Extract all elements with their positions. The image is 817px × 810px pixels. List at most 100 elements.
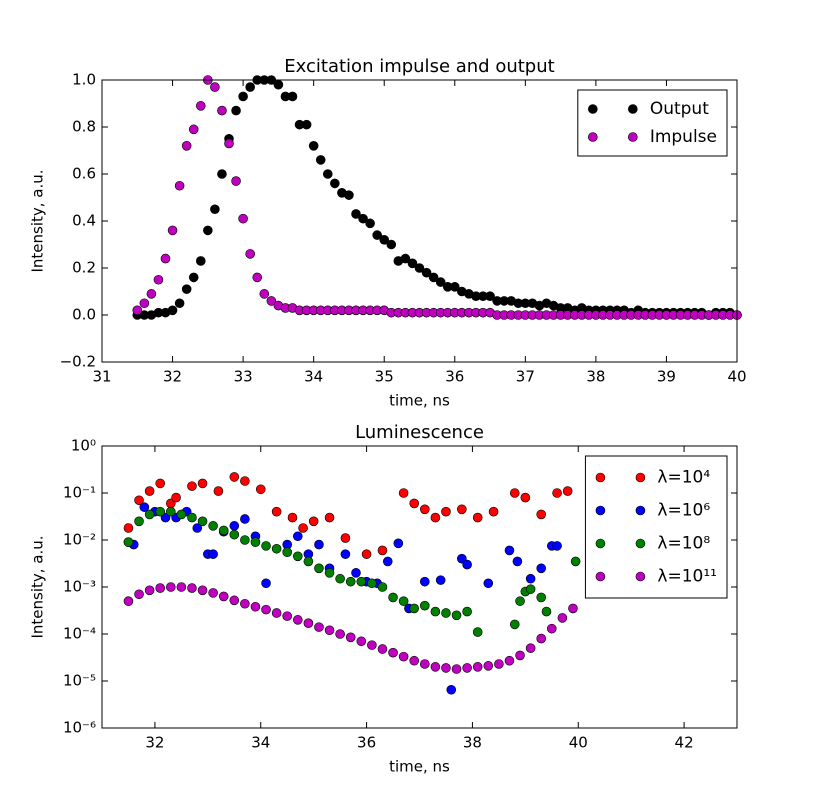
data-point bbox=[335, 573, 345, 584]
data-point bbox=[428, 272, 439, 283]
data-point bbox=[259, 289, 270, 299]
x-axis-label: time, ns bbox=[389, 392, 450, 410]
data-point bbox=[340, 533, 351, 543]
data-point bbox=[210, 82, 220, 92]
data-point bbox=[250, 601, 261, 612]
data-point bbox=[187, 583, 197, 593]
data-point bbox=[217, 169, 227, 179]
data-point bbox=[123, 537, 134, 547]
legend-marker bbox=[628, 132, 638, 142]
data-point bbox=[250, 537, 261, 547]
data-point bbox=[483, 661, 494, 671]
data-point bbox=[472, 627, 483, 637]
data-point bbox=[344, 190, 354, 200]
data-point bbox=[139, 502, 150, 512]
data-point bbox=[536, 509, 547, 520]
data-point bbox=[292, 551, 303, 562]
data-point bbox=[515, 650, 525, 661]
data-point bbox=[557, 613, 568, 623]
data-point bbox=[167, 225, 178, 236]
data-point bbox=[536, 592, 547, 603]
data-point bbox=[536, 633, 547, 644]
data-point bbox=[372, 230, 382, 240]
data-point bbox=[187, 481, 197, 491]
data-point bbox=[134, 516, 144, 527]
data-point bbox=[449, 281, 460, 292]
legend-label: λ=10¹¹ bbox=[657, 567, 717, 587]
data-point bbox=[485, 291, 495, 302]
legend-marker bbox=[595, 472, 606, 483]
data-point bbox=[388, 592, 398, 603]
data-point bbox=[388, 647, 398, 658]
data-point bbox=[400, 253, 411, 264]
data-point bbox=[271, 543, 282, 554]
data-point bbox=[377, 582, 388, 592]
data-point bbox=[430, 606, 441, 617]
data-point bbox=[195, 256, 206, 266]
x-tick-label: 34 bbox=[251, 734, 270, 752]
data-point bbox=[419, 659, 430, 669]
data-point bbox=[509, 488, 520, 498]
data-point bbox=[462, 663, 472, 673]
data-point bbox=[570, 556, 581, 567]
data-point bbox=[472, 512, 483, 523]
data-point bbox=[240, 535, 250, 545]
data-point bbox=[261, 604, 271, 615]
data-point bbox=[421, 267, 432, 278]
x-tick-label: 32 bbox=[145, 734, 164, 752]
data-point bbox=[446, 684, 457, 695]
data-point bbox=[340, 549, 351, 559]
data-point bbox=[171, 492, 181, 503]
legend-marker bbox=[588, 132, 598, 142]
legend-box bbox=[577, 89, 728, 157]
y-tick-label: 0.6 bbox=[72, 165, 96, 183]
x-tick-label: 39 bbox=[657, 368, 676, 386]
data-point bbox=[213, 486, 224, 496]
data-point bbox=[451, 664, 462, 674]
x-tick-label: 34 bbox=[304, 368, 323, 386]
axes-frame bbox=[101, 445, 738, 729]
data-point bbox=[292, 531, 303, 542]
data-point bbox=[351, 209, 361, 219]
data-point bbox=[155, 506, 166, 517]
data-point bbox=[541, 606, 552, 617]
data-point bbox=[367, 578, 377, 589]
data-point bbox=[345, 632, 356, 643]
x-tick-label: 38 bbox=[586, 368, 605, 386]
data-point bbox=[552, 541, 562, 551]
y-tick-label: 10⁻⁵ bbox=[63, 672, 96, 690]
data-point bbox=[160, 253, 171, 264]
data-point bbox=[398, 651, 409, 662]
y-tick-label: 10⁻³ bbox=[63, 578, 96, 596]
data-point bbox=[462, 606, 472, 617]
axes-frame bbox=[101, 79, 738, 363]
data-point bbox=[188, 272, 199, 283]
data-point bbox=[520, 492, 531, 503]
data-point bbox=[367, 640, 377, 650]
data-point bbox=[210, 204, 220, 215]
data-point bbox=[546, 623, 557, 634]
data-point bbox=[525, 573, 536, 584]
legend-marker bbox=[595, 505, 606, 516]
data-point bbox=[144, 486, 155, 496]
data-point bbox=[504, 655, 515, 666]
data-point bbox=[435, 575, 446, 585]
data-point bbox=[472, 662, 483, 672]
data-point bbox=[144, 509, 155, 520]
data-point bbox=[192, 523, 203, 533]
data-point bbox=[315, 155, 326, 165]
data-point bbox=[525, 643, 536, 653]
data-point bbox=[282, 547, 293, 558]
data-point bbox=[398, 488, 409, 498]
y-tick-label: 0.8 bbox=[72, 118, 96, 136]
data-point bbox=[176, 582, 187, 592]
data-point bbox=[398, 596, 409, 606]
data-point bbox=[134, 589, 144, 600]
legend-marker bbox=[595, 538, 606, 549]
data-point bbox=[252, 272, 263, 283]
data-point bbox=[292, 615, 303, 625]
data-point bbox=[430, 662, 441, 672]
data-point bbox=[536, 563, 547, 574]
data-point bbox=[287, 91, 298, 102]
data-point bbox=[298, 523, 308, 533]
